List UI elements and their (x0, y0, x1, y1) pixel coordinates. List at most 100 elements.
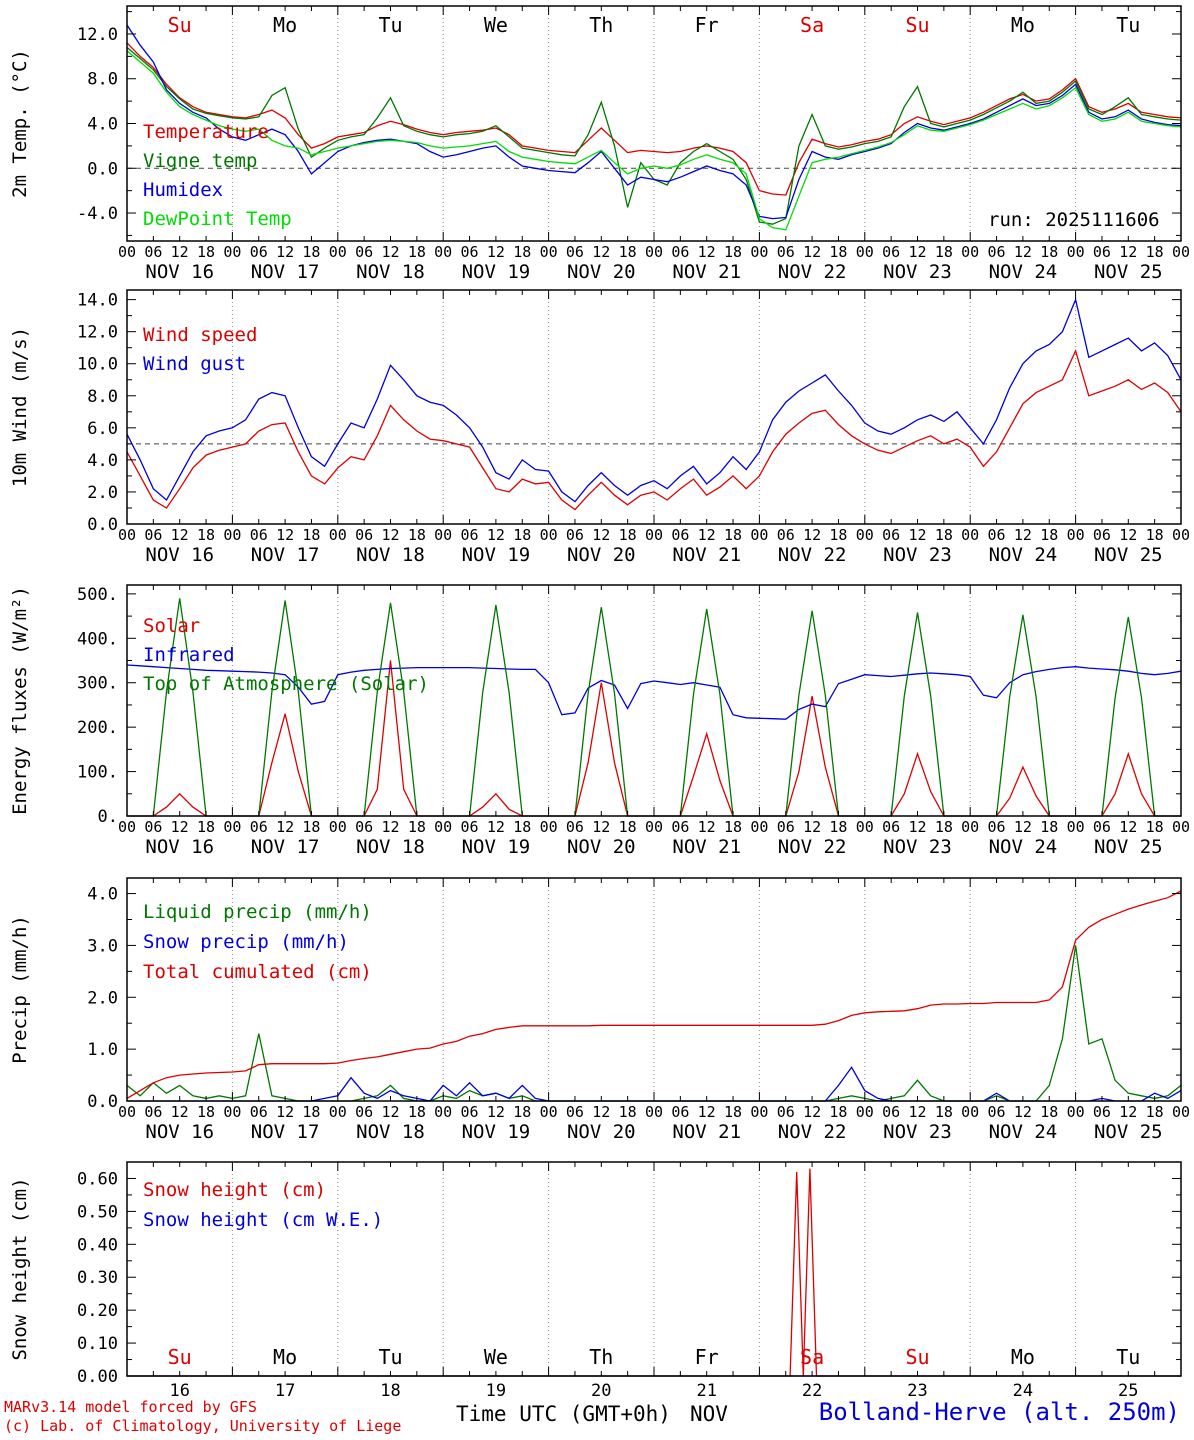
x-tick-label: 06 (988, 1103, 1006, 1121)
date-label: NOV 25 (1094, 1121, 1163, 1143)
x-tick-label: 06 (671, 526, 689, 544)
x-tick-label: 18 (935, 1103, 953, 1121)
series-infrared (126, 664, 1182, 720)
y-tick-label: 8.0 (87, 70, 118, 90)
legend-item: Top of Atmosphere (Solar) (143, 673, 429, 695)
x-tick-label: 18 (935, 818, 953, 836)
weekday-label: Fr (695, 13, 719, 37)
x-tick-label: 18 (513, 1103, 531, 1121)
x-tick-label: 06 (1093, 1103, 1111, 1121)
y-tick-label: 0.0 (87, 159, 118, 179)
weekday-label: We (484, 1345, 508, 1369)
date-label: NOV 23 (883, 1121, 952, 1143)
weekday-label: Su (905, 1345, 929, 1369)
date-label: NOV 19 (462, 1121, 531, 1143)
x-tick-label: 00 (329, 1103, 347, 1121)
y-tick-label: 0. (98, 807, 118, 827)
legend-item: Liquid precip (mm/h) (143, 901, 372, 923)
x-tick-label: 12 (487, 243, 505, 261)
date-label: NOV 25 (1094, 544, 1163, 566)
y-axis-label: 10m Wind (m/s) (9, 327, 31, 487)
plot-frame (126, 289, 1182, 525)
date-label: NOV 21 (672, 544, 741, 566)
date-label: NOV 18 (356, 544, 425, 566)
x-tick-label: 00 (434, 243, 452, 261)
x-tick-label: 18 (1040, 1103, 1058, 1121)
x-tick-label: 06 (144, 1103, 162, 1121)
x-tick-label: 18 (1146, 526, 1164, 544)
y-tick-label: 0.60 (77, 1169, 118, 1189)
x-tick-label: 18 (1146, 818, 1164, 836)
month-label: NOV (690, 1402, 728, 1426)
y-tick-label: 0.10 (77, 1334, 118, 1354)
y-tick-label: 14.0 (77, 291, 118, 311)
date-label: NOV 23 (883, 836, 952, 858)
legend-item: Wind speed (143, 324, 257, 346)
date-label: NOV 19 (462, 544, 531, 566)
x-tick-label: 18 (829, 243, 847, 261)
date-label: NOV 19 (462, 261, 531, 283)
x-tick-label: 00 (118, 526, 136, 544)
y-tick-label: 10.0 (77, 355, 118, 375)
date-label: NOV 17 (251, 1121, 320, 1143)
date-label: NOV 22 (778, 836, 847, 858)
x-tick-label: 18 (408, 243, 426, 261)
x-tick-label: 12 (487, 1103, 505, 1121)
date-label: NOV 17 (251, 261, 320, 283)
x-tick-label: 06 (671, 1103, 689, 1121)
weekday-label: Su (168, 1345, 192, 1369)
x-tick-label: 06 (144, 243, 162, 261)
x-tick-label: 18 (619, 243, 637, 261)
x-tick-label: 06 (777, 818, 795, 836)
x-tick-label: 18 (302, 818, 320, 836)
x-tick-label: 00 (856, 818, 874, 836)
y-tick-label: 0.40 (77, 1235, 118, 1255)
y-tick-label: 200. (77, 718, 118, 738)
weekday-label: Sa (800, 13, 824, 37)
x-tick-label: 00 (329, 526, 347, 544)
x-tick-label: 18 (1040, 526, 1058, 544)
x-tick-label: 18 (935, 243, 953, 261)
legend-item: Vigne temp (143, 150, 257, 172)
date-label: NOV 24 (989, 544, 1058, 566)
x-tick-label: 12 (1119, 1103, 1137, 1121)
x-tick-label: 18 (197, 526, 215, 544)
x-tick-label: 00 (645, 1103, 663, 1121)
y-tick-label: 0.20 (77, 1301, 118, 1321)
x-tick-label: 06 (671, 818, 689, 836)
series-humidex (126, 24, 1182, 220)
panel-2-chart: 14.0 12.0 10.0 8.0 6.0 4.0 2.0 0.0 10m Wind (m/s… (9, 289, 1190, 566)
x-tick-label: 06 (355, 526, 373, 544)
x-tick-label: 12 (381, 526, 399, 544)
legend-item: Infrared (143, 644, 235, 666)
date-label: NOV 21 (672, 1121, 741, 1143)
y-tick-label: 300. (77, 674, 118, 694)
x-tick-label: 00 (1172, 818, 1190, 836)
x-tick-label: 12 (381, 1103, 399, 1121)
y-axis-label: 2m Temp. (°C) (9, 49, 31, 198)
weekday-label: Fr (695, 1345, 719, 1369)
x-tick-label: 12 (171, 243, 189, 261)
x-tick-label: 06 (566, 1103, 584, 1121)
date-label: NOV 16 (145, 544, 214, 566)
y-tick-label: 500. (77, 585, 118, 605)
date-label: NOV 25 (1094, 836, 1163, 858)
date-label: NOV 24 (989, 261, 1058, 283)
x-tick-label: 18 (724, 243, 742, 261)
x-tick-label: 00 (750, 526, 768, 544)
weekday-label: Mo (273, 1345, 297, 1369)
y-tick-label: 0.00 (77, 1367, 118, 1387)
x-tick-label: 18 (513, 818, 531, 836)
weekday-label: Sa (800, 1345, 824, 1369)
x-tick-label: 06 (777, 526, 795, 544)
series-wind-gust (126, 297, 1182, 503)
x-tick-label: 00 (434, 818, 452, 836)
x-tick-label: 06 (777, 243, 795, 261)
plot-frame (126, 877, 1182, 1102)
x-tick-label: 00 (1067, 818, 1085, 836)
x-tick-label: 18 (197, 1103, 215, 1121)
x-tick-label: 12 (592, 526, 610, 544)
x-tick-label: 00 (540, 1103, 558, 1121)
y-tick-label: 4.0 (87, 451, 118, 471)
